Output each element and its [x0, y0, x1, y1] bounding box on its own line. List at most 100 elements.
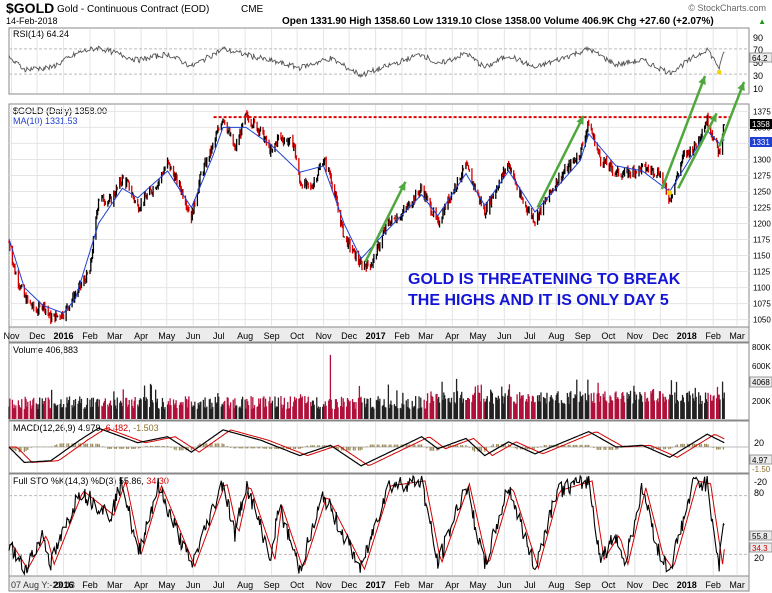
trend-arrow [677, 112, 718, 189]
price-tick: 1150 [753, 252, 771, 261]
sto-panel [8, 473, 750, 577]
rsi-tick: 70 [753, 45, 763, 55]
date-tick-label: Apr [445, 331, 459, 341]
date-axis-strip [8, 326, 750, 343]
rsi-marker [717, 70, 722, 75]
date-tick-label: Aug [237, 580, 253, 590]
date-tick-label: Dec [341, 580, 358, 590]
price-series [8, 110, 733, 325]
price-value-badges: 1358 1331 [750, 119, 772, 147]
volume-value-badge [749, 376, 772, 388]
macd-value-badge [749, 454, 772, 465]
date-tick-label: May [158, 580, 176, 590]
date-tick-label: Feb [394, 331, 410, 341]
sto-label: Full STO %K(14,3) %D(3) 55.86, 34.30 [13, 476, 169, 486]
arrow-head [709, 113, 717, 123]
sto-d-value-badge [749, 542, 772, 553]
price-tick: 1225 [753, 203, 771, 212]
ohlc-readout: Open 1331.90 High 1358.60 Low 1319.10 Cl… [282, 16, 714, 27]
sto-tick: 80 [754, 488, 764, 498]
trend-arrow [660, 75, 707, 190]
date-tick-label: May [469, 580, 487, 590]
volume-series [8, 354, 725, 419]
date-axis-labels: Nov Dec 2016 2016 Feb Feb Mar Mar Apr Apr May May Ju… [4, 331, 745, 590]
rsi-tick: 50 [753, 58, 763, 68]
date-tick-label: Jun [497, 331, 512, 341]
date-tick-label: 2018 [677, 580, 697, 590]
macd-signal-line [9, 428, 725, 466]
rsi-series [8, 45, 725, 79]
price-tick: 1375 [753, 107, 771, 116]
trend-arrows [364, 75, 746, 263]
date-tick-label: Dec [652, 580, 669, 590]
sto-tick: 20 [754, 553, 764, 563]
date-tick-label: Mar [107, 331, 123, 341]
date-tick-label: Mar [107, 580, 123, 590]
last-price-label: 1358 [752, 120, 770, 129]
macd-axis: 20 -20 4.97 -1.50 [749, 438, 772, 487]
ma-value-label: 1331 [752, 138, 770, 147]
price-tick: 1175 [753, 236, 771, 245]
sto-series [8, 474, 725, 576]
volume-axis: 800K 600K 200K 4068 [749, 343, 772, 406]
price-tick: 1250 [753, 187, 771, 196]
rsi-label: RSI(14) 64.24 [13, 29, 69, 39]
date-tick-label: Jul [524, 580, 536, 590]
macd-value-label-2: -1.50 [752, 465, 771, 474]
rsi-value-badge [749, 52, 772, 63]
macd-label: MACD(12,26,9) 4.979, 6.482, -1.503 [13, 423, 159, 433]
date-tick-label: 2016 [54, 331, 74, 341]
date-tick-label: Aug [548, 580, 564, 590]
volume-tick: 800K [752, 343, 771, 352]
macd-line [8, 427, 725, 467]
change-arrow-icon: ▲ [758, 17, 766, 26]
rsi-value-label: 64.2 [752, 54, 768, 63]
bottom-date-strip [8, 575, 750, 592]
date-tick-label: Oct [601, 331, 616, 341]
price-tick: 1275 [753, 171, 771, 180]
date-tick-label: Nov [627, 331, 644, 341]
date-tick-label: Sep [575, 331, 591, 341]
date-tick-label: 2017 [366, 331, 386, 341]
annotation-line-2: THE HIGHS AND IT IS ONLY DAY 5 [408, 292, 669, 309]
date-tick-label: Nov [4, 331, 21, 341]
date-tick-label: Jul [524, 331, 536, 341]
price-tick: 1125 [753, 268, 771, 277]
date-tick-label: Mar [729, 580, 745, 590]
rsi-tick: 90 [753, 33, 763, 43]
date-tick-label: Jun [186, 580, 201, 590]
chart-date: 14-Feb-2018 [6, 16, 58, 26]
macd-value-label: 4.97 [752, 456, 768, 465]
sto-value-badge [749, 530, 772, 541]
sto-k-line [8, 474, 725, 576]
rsi-line [8, 45, 725, 79]
date-tick-label: Dec [341, 331, 358, 341]
trend-arrow [717, 81, 746, 148]
marker-dot [667, 190, 673, 196]
price-tick: 1100 [753, 284, 771, 293]
ma-label: MA(10) 1331.53 [13, 116, 78, 126]
rsi-panel [8, 27, 750, 95]
trend-arrow [536, 115, 585, 209]
volume-label: Volume 406,883 [13, 345, 78, 355]
date-tick-label: Sep [264, 580, 280, 590]
arrow-head [398, 181, 406, 191]
rsi-tick: 30 [753, 71, 763, 81]
date-tick-label: Nov [627, 580, 644, 590]
grid-layer [9, 29, 749, 575]
volume-tick: 600K [752, 362, 771, 371]
date-tick-label: Jun [497, 580, 512, 590]
ma-value-badge [750, 137, 772, 147]
date-tick-label: May [469, 331, 487, 341]
date-tick-label: Dec [29, 331, 46, 341]
price-tick: 1300 [753, 155, 771, 164]
sto-value-label: 55.8 [752, 532, 768, 541]
instrument-name: Gold - Continuous Contract (EOD) [57, 4, 209, 15]
date-tick-label: Apr [134, 580, 148, 590]
annotation-line-1: GOLD IS THREATENING TO BREAK [408, 271, 681, 288]
date-tick-label: Oct [290, 580, 305, 590]
date-tick-label: Feb [705, 580, 721, 590]
exchange-label: CME [241, 4, 264, 15]
date-tick-label: Dec [652, 331, 669, 341]
